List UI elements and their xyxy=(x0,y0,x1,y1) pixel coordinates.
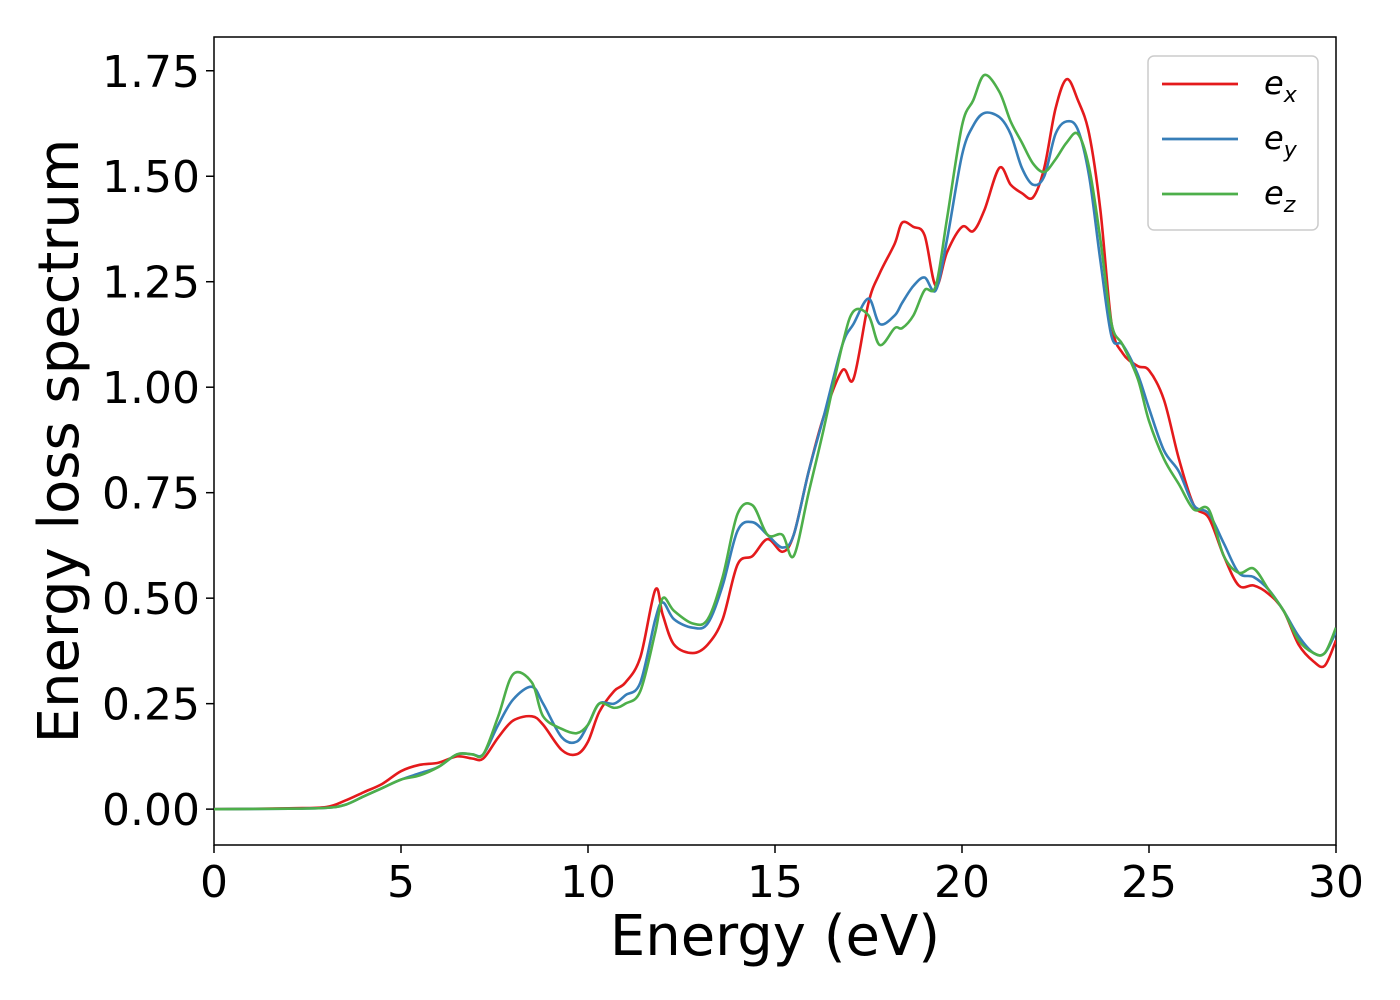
y-axis-title: Energy loss spectrum xyxy=(27,139,92,744)
y-tick-label: 1.50 xyxy=(102,152,200,203)
y-tick-label: 0.00 xyxy=(102,785,200,836)
series-line-z xyxy=(214,73,1336,811)
x-tick-label: 10 xyxy=(560,857,616,908)
y-tick-label: 1.75 xyxy=(102,47,200,98)
x-axis-ticks: 0 5 10 15 20 25 30 xyxy=(200,845,1364,908)
y-tick-label: 1.00 xyxy=(102,363,200,414)
y-tick-label: 0.25 xyxy=(102,680,200,731)
x-axis-title: Energy (eV) xyxy=(610,904,940,969)
legend: ex ey ez xyxy=(1147,55,1319,231)
legend-item-x: ex xyxy=(1162,64,1298,108)
legend-label: ey xyxy=(1264,119,1298,163)
series-line-y xyxy=(214,111,1336,811)
legend-item-y: ey xyxy=(1162,119,1298,163)
x-tick-label: 15 xyxy=(747,857,803,908)
legend-label: ez xyxy=(1264,174,1296,218)
x-tick-label: 30 xyxy=(1308,857,1364,908)
x-tick-label: 20 xyxy=(934,857,990,908)
series-layer xyxy=(214,73,1336,811)
x-tick-label: 25 xyxy=(1121,857,1177,908)
y-tick-label: 1.25 xyxy=(102,258,200,309)
legend-items: ex ey ez xyxy=(1162,64,1298,218)
legend-box xyxy=(1147,55,1319,231)
y-tick-label: 0.75 xyxy=(102,469,200,520)
x-tick-label: 0 xyxy=(200,857,228,908)
legend-label: ex xyxy=(1264,64,1298,108)
y-axis-ticks: 0.00 0.25 0.50 0.75 1.00 1.25 1.50 1.75 xyxy=(102,47,214,836)
series-line-x xyxy=(214,77,1336,811)
x-tick-label: 5 xyxy=(387,857,415,908)
legend-item-z: ez xyxy=(1162,174,1296,218)
y-tick-label: 0.50 xyxy=(102,574,200,625)
